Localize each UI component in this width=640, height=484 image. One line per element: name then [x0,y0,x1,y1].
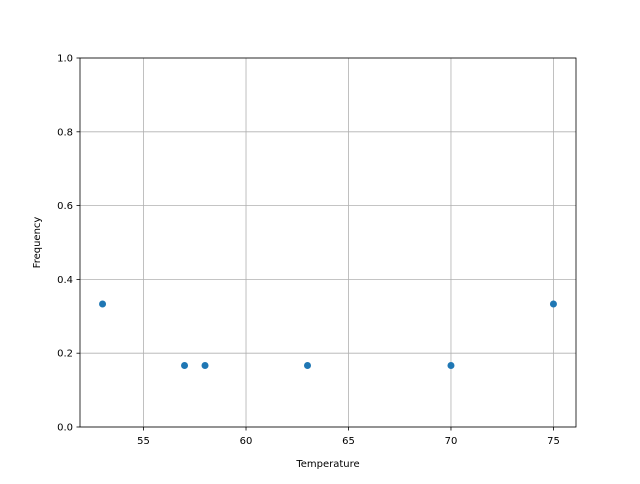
y-tick-label: 0.4 [57,275,73,286]
data-point [99,300,107,308]
y-tick-label: 0.6 [57,201,73,212]
data-point [447,361,455,369]
y-tick-label: 0.8 [57,127,73,138]
x-tick-label: 55 [137,436,150,447]
y-tick-label: 1.0 [57,54,73,65]
x-tick-label: 65 [342,436,355,447]
x-axis-ticks: 55 60 65 70 75 [137,427,560,447]
axes-frame [79,57,577,428]
grid [80,57,576,428]
data-point [549,300,557,308]
x-tick-label: 70 [445,436,458,447]
x-tick-label: 60 [240,436,253,447]
data-points [99,300,557,369]
data-point [181,361,189,369]
y-tick-label: 0.0 [57,423,73,434]
y-axis-ticks: 0.0 0.2 0.4 0.6 0.8 1.0 [57,54,80,434]
data-point [304,361,312,369]
x-tick-label: 75 [547,436,560,447]
data-point [201,361,209,369]
y-tick-label: 0.2 [57,349,73,360]
x-axis-label: Temperature [295,459,359,470]
y-axis-label: Frequency [32,217,43,269]
